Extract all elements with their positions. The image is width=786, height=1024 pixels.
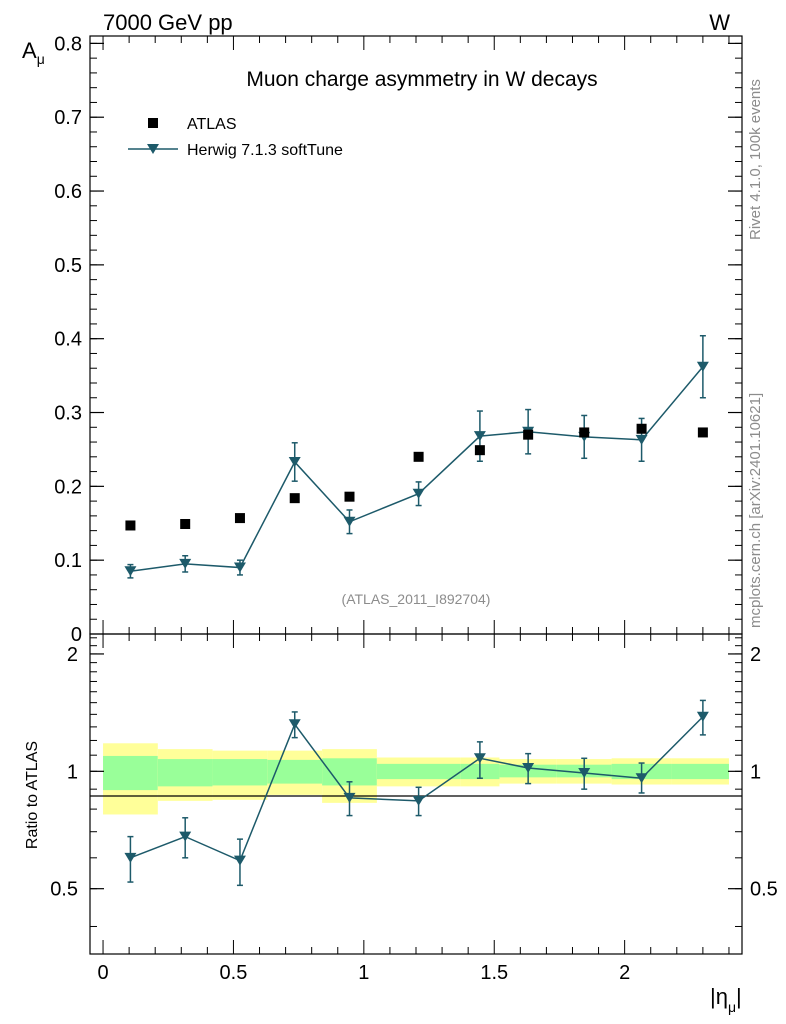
ratio-y-tick-label: 1 [67,761,78,783]
ratio-band-inner [322,758,377,786]
x-axis-label-symbol: |η [710,984,728,1009]
mc-point [696,361,709,372]
y-tick-label: 0.2 [54,476,82,498]
mc-series-ratio [124,699,709,887]
x-axis-label-end: | [736,984,742,1009]
header-left-label: 7000 GeV pp [103,10,233,35]
legend-mc-marker [147,144,159,154]
mc-point [473,431,486,442]
data-point [344,491,355,502]
y-tick-label: 0.8 [54,33,82,55]
header-right-label: W [709,10,730,35]
x-tick-label: 0.5 [220,962,248,984]
data-point [697,427,708,438]
ratio-point [522,762,535,773]
mc-point [233,562,246,573]
main-axis-ticks: 0.1 0.2 0.3 0.4 0.5 0.6 0.7 0.8 0 [54,33,742,646]
data-point [180,518,191,529]
x-axis-label: |ημ| [710,984,742,1015]
data-point [579,427,590,438]
chart-title: Muon charge asymmetry in W decays [246,68,597,91]
ratio-point [124,852,137,863]
y-tick-label: 0.4 [54,329,82,351]
mc-point [343,516,356,527]
ratio-point [635,773,648,784]
ratio-band-inner [671,763,729,780]
ratio-y-axis-label: Ratio to ATLAS [24,741,41,849]
x-tick-label: 1 [358,962,369,984]
analysis-annotation: (ATLAS_2011_I892704) [342,591,491,607]
y-tick-label: 0.6 [54,181,82,203]
data-point [523,429,534,440]
data-point [234,513,245,524]
ratio-band-inner [267,759,323,784]
data-series-main [125,423,708,531]
y-tick-label: 0.5 [54,255,82,277]
y-axis-label-main: Aμ [22,38,45,67]
x-tick-label: 1.5 [480,962,508,984]
ratio-band-inner [376,763,461,780]
data-point [125,520,136,531]
ratio-band-inner [103,755,158,791]
legend: ATLAS Herwig 7.1.3 softTune [128,116,343,159]
x-tick-label: 0 [97,962,108,984]
mcplots-side-label: mcplots.cern.ch [arXiv:2401.10621] [747,393,764,628]
x-tick-label: 2 [619,962,630,984]
mc-point [179,558,192,569]
mc-point [288,456,301,467]
data-point [413,451,424,462]
legend-mc-label: Herwig 7.1.3 softTune [187,142,343,159]
ratio-point [473,753,486,764]
ratio-point [233,855,246,866]
rivet-side-label: Rivet 4.1.0, 100k events [747,79,764,240]
y-tick-label: 0.7 [54,107,82,129]
ratio-y-tick-label: 0.5 [50,879,78,901]
data-point [289,493,300,504]
y-tick-label: 0.3 [54,403,82,425]
ratio-point [578,768,591,779]
ratio-y-tick-label-right: 1 [750,761,761,783]
ratio-y-tick-label: 2 [67,644,78,666]
ratio-point [696,711,709,722]
mc-point [412,488,425,499]
ratio-uncertainty-bands [103,743,729,815]
ratio-axis-ticks: 0.5 0.5 1 1 2 2 0 0.5 1 1.5 2 [50,634,778,984]
y-axis-label-symbol: A [22,38,37,63]
ratio-point [288,719,301,730]
mc-point [124,566,137,577]
legend-data-label: ATLAS [187,116,237,133]
x-axis-label-subscript: μ [728,999,736,1015]
data-point [636,423,647,434]
ratio-y-tick-label-right: 2 [750,644,761,666]
y-tick-label: 0.1 [54,550,82,572]
ratio-band-inner [157,759,213,787]
ratio-point [179,831,192,842]
y-tick-label-zero: 0 [71,624,82,646]
ratio-y-tick-label-right: 0.5 [750,879,778,901]
data-point [474,445,485,456]
mc-line [130,366,704,572]
legend-data-marker [148,118,158,128]
mc-point [635,434,648,445]
y-axis-label-subscript: μ [37,51,45,67]
ratio-point [412,795,425,806]
ratio-band-inner [212,759,268,786]
ratio-point [343,792,356,803]
